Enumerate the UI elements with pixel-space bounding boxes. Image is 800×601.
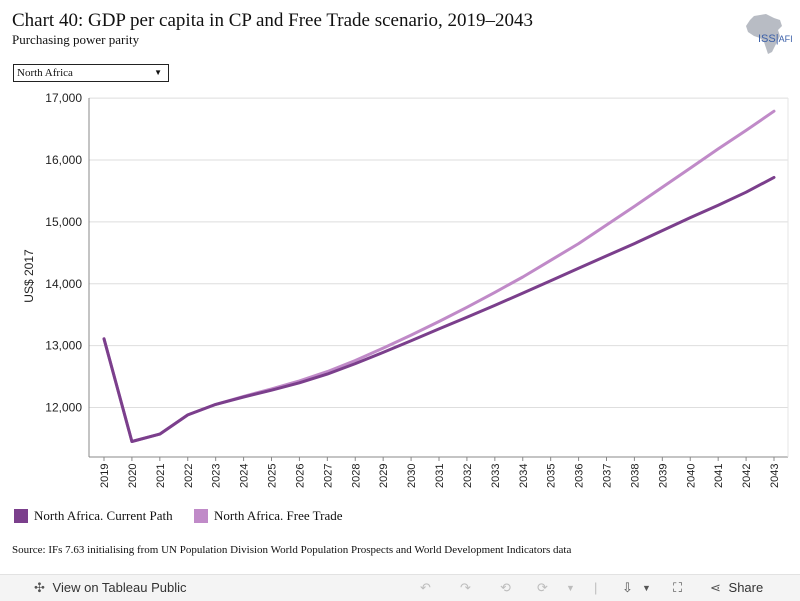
x-tick-label: 2030 (406, 464, 418, 488)
x-tick-label: 2035 (546, 464, 558, 488)
x-tick-label: 2023 (211, 464, 223, 488)
x-tick-label: 2025 (267, 464, 279, 488)
caret-down-icon: ▼ (154, 68, 162, 77)
series-line-current-path[interactable] (102, 175, 776, 443)
download-menu-icon[interactable]: ▼ (642, 583, 651, 593)
logo-text-suffix: AFI (778, 34, 793, 44)
chart-subtitle: Purchasing power parity (12, 32, 140, 47)
x-tick-label: 2041 (713, 464, 725, 488)
x-tick-label: 2036 (574, 464, 586, 488)
x-tick-label: 2024 (239, 464, 251, 488)
y-axis-label: US$ 2017 (22, 249, 36, 303)
x-tick-label: 2042 (741, 464, 753, 488)
y-tick-label: 14,000 (45, 277, 82, 291)
share-button[interactable]: ⋖ Share (710, 575, 763, 601)
source-note: Source: IFs 7.63 initialising from UN Po… (12, 544, 572, 556)
logo-text: ISS|AFI (758, 33, 793, 45)
legend-item-current-path[interactable]: North Africa. Current Path (14, 508, 173, 524)
refresh-menu-icon[interactable]: ▼ (566, 583, 575, 593)
series-line-free-trade[interactable] (102, 109, 776, 443)
series-lines (102, 109, 776, 443)
x-tick-label: 2022 (183, 464, 195, 488)
legend-swatch-current-path (14, 509, 28, 523)
share-label: Share (728, 580, 764, 595)
x-tick-label: 2033 (490, 464, 502, 488)
x-tick-labels: 2019 2020 2021 2022 2023 2024 2025 2026 2027 2028… (99, 457, 781, 488)
y-tick-label: 15,000 (45, 215, 82, 229)
x-tick-label: 2040 (685, 464, 697, 488)
region-dropdown[interactable]: North Africa ▼ (13, 64, 169, 82)
x-tick-label: 2037 (602, 464, 614, 488)
x-tick-label: 2020 (127, 464, 139, 488)
x-tick-label: 2027 (322, 464, 334, 488)
y-tick-label: 16,000 (45, 153, 82, 167)
x-tick-label: 2019 (99, 464, 111, 488)
y-tick-label: 17,000 (45, 91, 82, 105)
undo-icon[interactable]: ↶ (420, 580, 431, 595)
share-icon: ⋖ (710, 580, 721, 595)
x-tick-label: 2021 (155, 464, 167, 488)
x-tick-label: 2028 (350, 464, 362, 488)
logo-text-main: ISS (758, 33, 776, 45)
revert-icon[interactable]: ⟲ (500, 580, 511, 595)
y-tick-label: 12,000 (45, 401, 82, 415)
legend-item-free-trade[interactable]: North Africa. Free Trade (194, 508, 343, 524)
x-tick-label: 2038 (629, 464, 641, 488)
chart-title: Chart 40: GDP per capita in CP and Free … (12, 10, 534, 31)
y-tick-label: 13,000 (45, 339, 82, 353)
region-dropdown-value: North Africa (17, 67, 73, 79)
chart-gridlines (89, 97, 788, 409)
x-tick-label: 2043 (769, 464, 781, 488)
toolbar-divider: | (594, 580, 598, 595)
line-chart: 12,000 13,000 14,000 15,000 16,000 17,000 201… (22, 91, 789, 488)
x-tick-label: 2039 (657, 464, 669, 488)
tableau-logo-icon: ✣ (34, 580, 45, 595)
view-on-tableau-link[interactable]: ✣ View on Tableau Public (34, 575, 186, 601)
view-on-tableau-label: View on Tableau Public (52, 580, 187, 595)
download-icon[interactable]: ⇩ (622, 580, 633, 595)
legend-label-free-trade: North Africa. Free Trade (214, 508, 343, 523)
x-tick-label: 2026 (294, 464, 306, 488)
redo-icon[interactable]: ↷ (460, 580, 471, 595)
refresh-icon[interactable]: ⟳ (537, 580, 548, 595)
africa-map-icon (746, 14, 782, 54)
x-tick-label: 2029 (378, 464, 390, 488)
legend-swatch-free-trade (194, 509, 208, 523)
x-tick-label: 2034 (518, 464, 530, 488)
x-tick-label: 2032 (462, 464, 474, 488)
x-tick-label: 2031 (434, 464, 446, 488)
y-tick-labels: 12,000 13,000 14,000 15,000 16,000 17,000 (45, 91, 82, 414)
tableau-toolbar: ✣ View on Tableau Public ↶ ↷ ⟲ ⟳ ▼ | ⇩ ▼… (0, 574, 800, 601)
legend-label-current-path: North Africa. Current Path (34, 508, 173, 523)
fullscreen-icon[interactable]: ⛶ (673, 580, 683, 595)
